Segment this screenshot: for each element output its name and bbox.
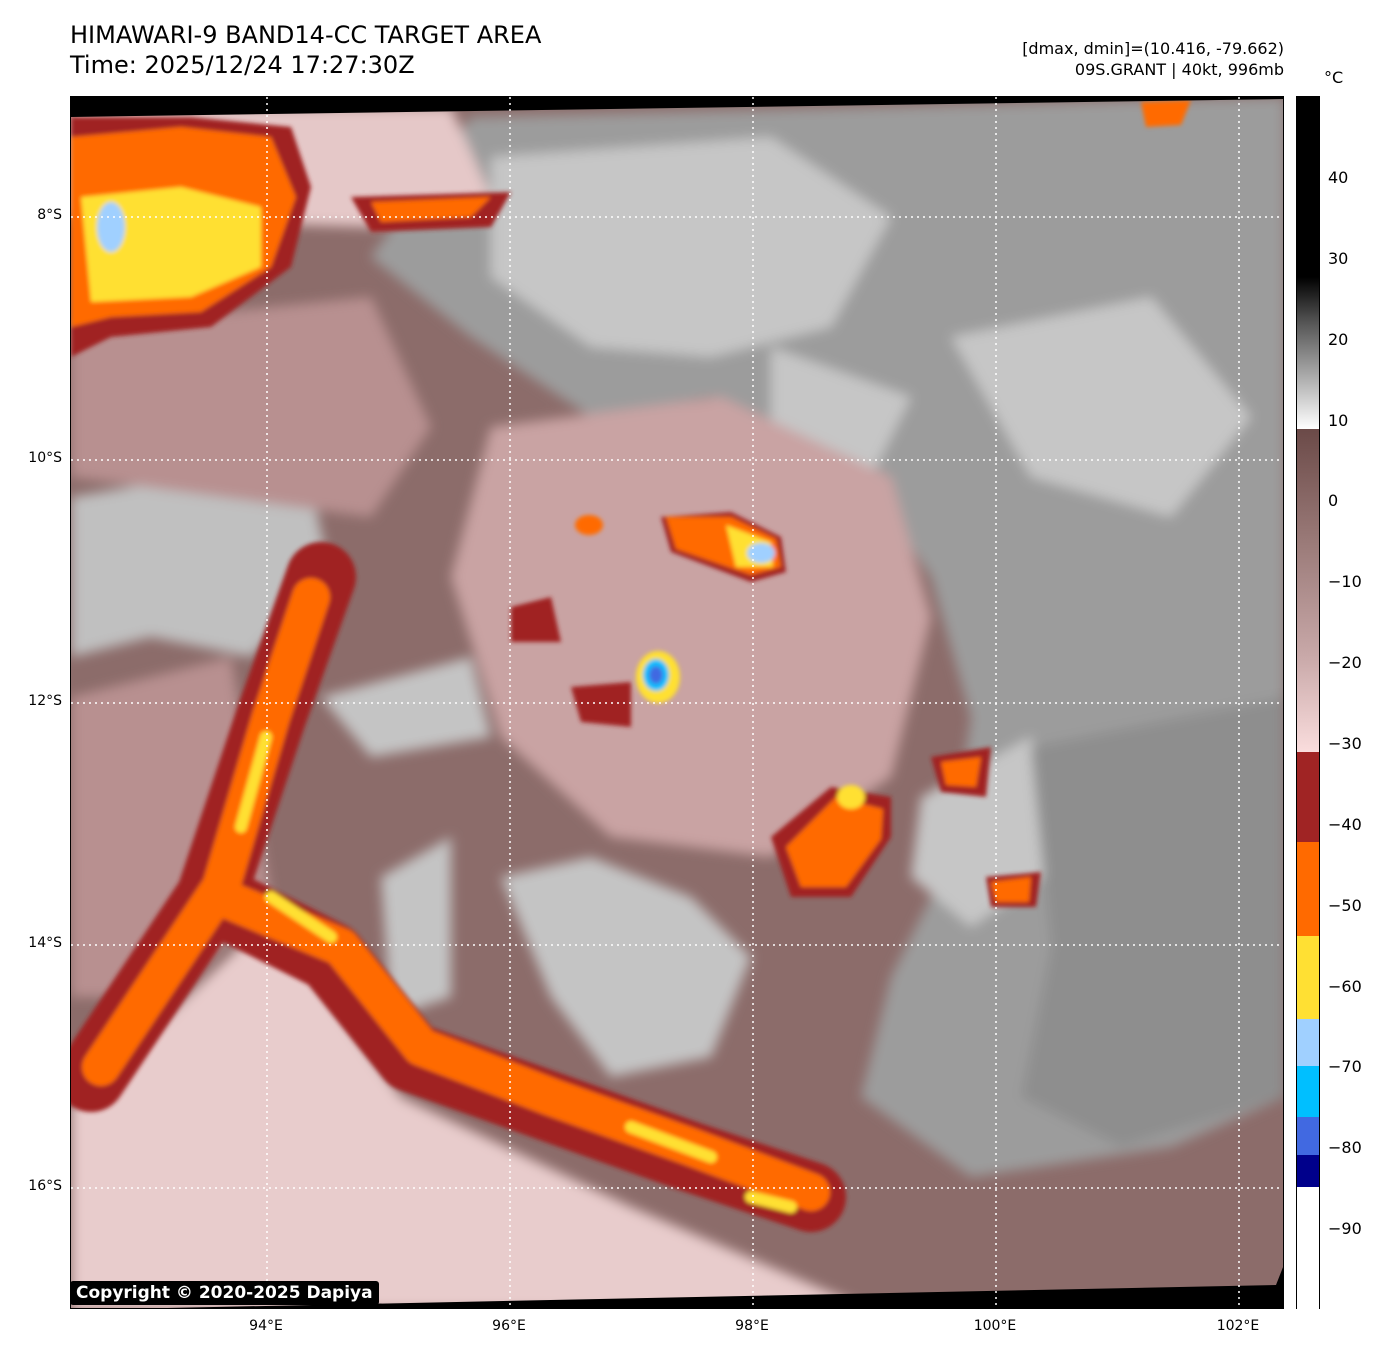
cells-center-red (511, 597, 631, 727)
gray-region-west (71, 477, 331, 657)
lat-label: 10°S (28, 450, 62, 466)
colorbar-tick-label: 40 (1328, 168, 1349, 187)
lat-label: 8°S (37, 207, 62, 223)
gray-region-south-center (321, 657, 751, 1077)
colorbar-tick-label: 10 (1328, 410, 1349, 430)
lon-label: 102°E (1216, 1318, 1260, 1334)
no-data-bottom (167, 1267, 1283, 1308)
no-data-top (71, 97, 1283, 117)
cell-north-small (575, 515, 603, 535)
colorbar-dark-red (1297, 752, 1319, 842)
graticule (71, 97, 1283, 1308)
colorbar-gray (1297, 277, 1319, 429)
colorbar-light-blue (1297, 1019, 1319, 1066)
dmax-dmin-text: [dmax, dmin]=(10.416, -79.662) (1022, 39, 1284, 58)
gray-light-patches (491, 137, 1251, 927)
colorbar-royal-blue (1297, 1117, 1319, 1155)
colorbar-tick-label: −80 (1328, 1138, 1362, 1158)
colorbar-orange (1297, 842, 1319, 936)
colorbar-tick-label: −20 (1328, 653, 1362, 673)
colorbar-unit: °C (1324, 68, 1344, 87)
cold-cloud-northwest-yellow (81, 187, 261, 302)
lat-label: 12°S (28, 693, 62, 709)
colorbar-white (1297, 1187, 1319, 1310)
colorbar-tick-label: −50 (1328, 895, 1362, 915)
colorbar-tick-label: −70 (1328, 1057, 1362, 1077)
ir-imagery (71, 97, 1283, 1308)
lon-label: 96°E (492, 1318, 526, 1334)
cold-band-southwest-yellow (235, 731, 797, 1213)
colorbar-cyan (1297, 1066, 1319, 1117)
colorbar-navy (1297, 1155, 1319, 1187)
lat-label: 14°S (28, 935, 62, 951)
colorbar-brown-pink (1297, 429, 1319, 752)
storm-text: 09S.GRANT | 40kt, 996mb (1074, 60, 1284, 79)
lon-label: 94°E (249, 1318, 283, 1334)
colorbar-tick-label: 0 (1328, 491, 1339, 511)
lon-label: 100°E (973, 1318, 1017, 1334)
cell-yellow-spot (837, 785, 865, 809)
copyright-label: Copyright © 2020-2025 Dapiya (70, 1281, 379, 1305)
cell-top-right (1141, 100, 1191, 127)
pink-southwest-region (71, 917, 867, 1308)
colorbar-tick-label: −40 (1328, 814, 1362, 834)
colorbar-tick-label: −90 (1328, 1219, 1362, 1239)
colorbar-yellow (1297, 936, 1319, 1019)
convective-cell-north-light-blue (747, 543, 775, 563)
chart-title: HIMAWARI-9 BAND14-CC TARGET AREA Time: 2… (70, 20, 541, 80)
cold-spot-light-blue (97, 202, 125, 252)
storm-center-core (649, 666, 663, 684)
colorbar-tick-label: −30 (1328, 733, 1362, 753)
colorbar-tick-label: −60 (1328, 976, 1362, 996)
colorbar (1296, 96, 1320, 1310)
gray-region-southeast (1021, 697, 1283, 1147)
storm-info: [dmax, dmin]=(10.416, -79.662) 09S.GRANT… (1022, 38, 1284, 80)
colorbar-tick-label: 20 (1328, 329, 1349, 349)
colorbar-tick-label: −10 (1328, 572, 1362, 592)
colorbar-black (1297, 97, 1319, 277)
lat-label: 16°S (28, 1178, 62, 1194)
colorbar-tick-label: 30 (1328, 248, 1349, 268)
lon-label: 98°E (735, 1318, 769, 1334)
time-text: Time: 2025/12/24 17:27:30Z (70, 51, 415, 79)
title-text: HIMAWARI-9 BAND14-CC TARGET AREA (70, 21, 542, 49)
satellite-image (70, 96, 1284, 1309)
pink-center-region (451, 397, 931, 857)
pink-west-region (71, 297, 431, 997)
cell-southeast-orange (786, 757, 1031, 902)
